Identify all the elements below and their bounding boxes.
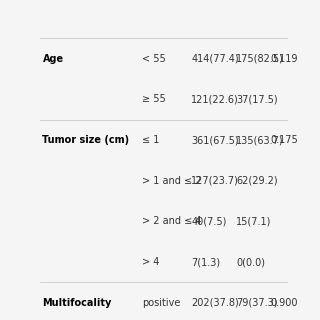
- Text: 202(37.8): 202(37.8): [191, 298, 239, 308]
- Text: 7(1.3): 7(1.3): [191, 257, 220, 267]
- Text: < 55: < 55: [142, 54, 165, 64]
- Text: 0(0.0): 0(0.0): [236, 257, 265, 267]
- Text: > 2 and ≤ 4: > 2 and ≤ 4: [142, 216, 201, 226]
- Text: 0.119: 0.119: [271, 54, 298, 64]
- Text: > 1 and ≤ 2: > 1 and ≤ 2: [142, 176, 201, 186]
- Text: Age: Age: [43, 54, 64, 64]
- Text: 414(77.4): 414(77.4): [191, 54, 239, 64]
- Text: 62(29.2): 62(29.2): [236, 176, 277, 186]
- Text: 15(7.1): 15(7.1): [236, 216, 271, 226]
- Text: 40(7.5): 40(7.5): [191, 216, 227, 226]
- Text: > 4: > 4: [142, 257, 159, 267]
- Text: Tumor size (cm): Tumor size (cm): [43, 135, 130, 145]
- Text: 37(17.5): 37(17.5): [236, 94, 277, 104]
- Text: 175(82.5): 175(82.5): [236, 54, 284, 64]
- Text: 121(22.6): 121(22.6): [191, 94, 239, 104]
- Text: Multifocality: Multifocality: [43, 298, 112, 308]
- Text: 79(37.3): 79(37.3): [236, 298, 277, 308]
- Text: 361(67.5): 361(67.5): [191, 135, 239, 145]
- Text: 0.900: 0.900: [271, 298, 298, 308]
- Text: 127(23.7): 127(23.7): [191, 176, 239, 186]
- Text: 135(63.7): 135(63.7): [236, 135, 284, 145]
- Text: positive: positive: [142, 298, 180, 308]
- Text: ≥ 55: ≥ 55: [142, 94, 165, 104]
- Text: ≤ 1: ≤ 1: [142, 135, 159, 145]
- Text: 0.175: 0.175: [271, 135, 298, 145]
